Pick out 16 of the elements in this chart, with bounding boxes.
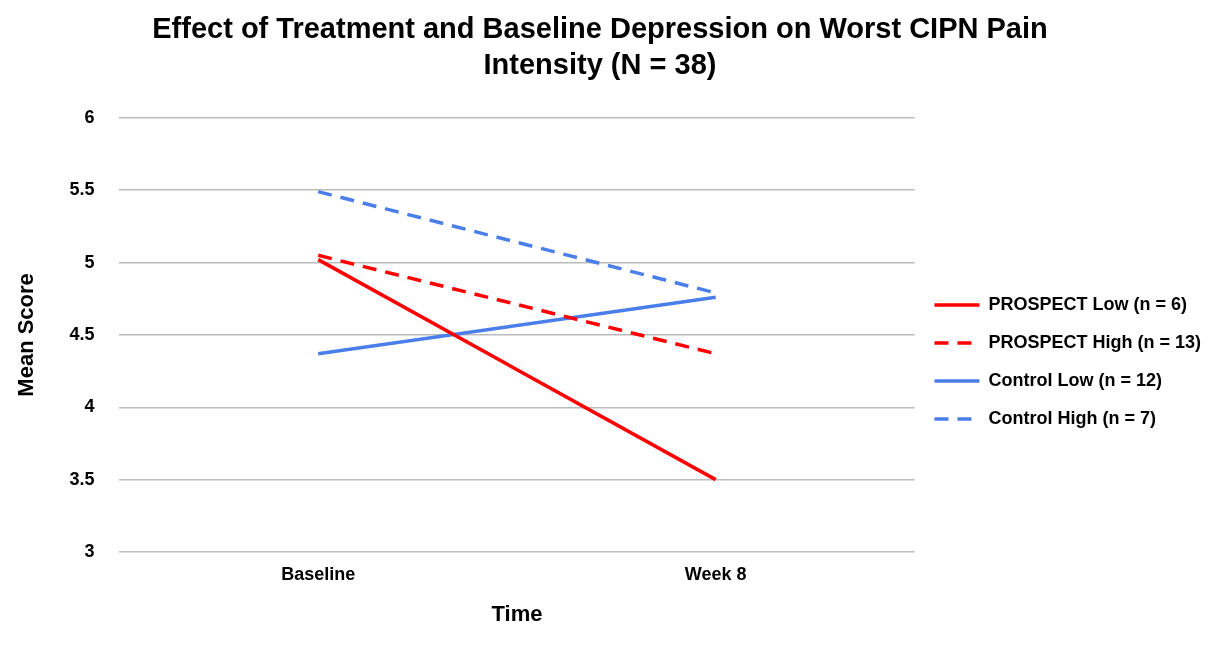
x-tick-label: Week 8 [684,563,747,584]
y-tick-label: 4 [84,396,95,417]
legend-label: PROSPECT High (n = 13) [988,331,1202,352]
y-tick-label: 6 [84,106,95,127]
x-axis-title: Time [491,600,543,626]
chart-title: Effect of Treatment and Baseline Depression on Worst CIPN Pain Intensity (N = 38) [151,11,1049,82]
x-tick-label: Baseline [281,563,356,584]
legend-label: Control High (n = 7) [988,407,1156,428]
legend-label: PROSPECT Low (n = 6) [988,293,1187,314]
y-tick-label: 3.5 [69,468,95,489]
y-tick-label: 3 [84,540,95,561]
y-tick-label: 5 [84,251,95,272]
y-tick-label: 4.5 [69,323,95,344]
legend-label: Control Low (n = 12) [988,369,1162,390]
y-axis-title: Mean Score [13,273,39,397]
y-tick-label: 5.5 [69,179,95,200]
